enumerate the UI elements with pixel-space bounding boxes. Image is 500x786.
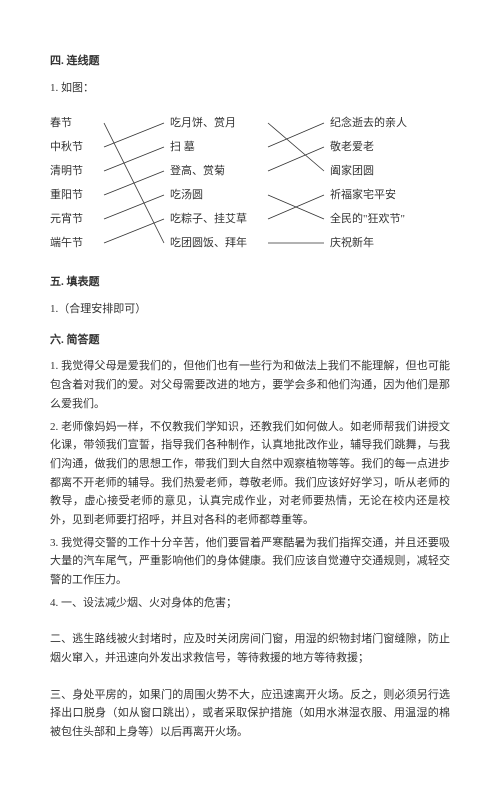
match-mid: 扫 墓	[170, 138, 290, 157]
matching-diagram: 春节 吃月饼、赏月 纪念逝去的亲人中秋节 扫 墓 敬老爱老清明节 登高、赏菊 阖家团圆重阳节…	[50, 111, 450, 255]
answer-paragraph: 3. 我觉得交警的工作十分辛苦，他们要冒着严寒酷暑为我们指挥交通，并且还要吸大量…	[50, 534, 450, 590]
match-mid: 吃汤圆	[170, 186, 290, 205]
match-row: 春节 吃月饼、赏月 纪念逝去的亲人	[50, 111, 450, 135]
answer-paragraph: 2. 老师像妈妈一样，不仅教我们学知识，还教我们如何做人。如老师帮我们讲授文化课…	[50, 418, 450, 530]
answer-paragraph: 1. 我觉得父母是爱我们的，但他们也有一些行为和做法上我们不能理解，但也可能包含…	[50, 357, 450, 413]
match-mid: 吃团圆饭、拜年	[170, 234, 290, 253]
match-left: 中秋节	[50, 138, 110, 157]
match-mid: 吃月饼、赏月	[170, 114, 290, 133]
match-left: 春节	[50, 114, 110, 133]
match-right: 阖家团圆	[330, 162, 450, 181]
section-6-title: 六. 简答题	[50, 331, 450, 350]
match-row: 中秋节 扫 墓 敬老爱老	[50, 135, 450, 159]
match-right: 祈福家宅平安	[330, 186, 450, 205]
match-left: 重阳节	[50, 186, 110, 205]
match-row: 端午节 吃团圆饭、拜年 庆祝新年	[50, 231, 450, 255]
section-4-title: 四. 连线题	[50, 52, 450, 71]
match-mid: 登高、赏菊	[170, 162, 290, 181]
match-left: 端午节	[50, 234, 110, 253]
match-row: 重阳节 吃汤圆 祈福家宅平安	[50, 183, 450, 207]
answer-paragraph: 三、身处平房的，如果门的周围火势不大，应迅速离开火场。反之，则必须另行选择出口脱…	[50, 686, 450, 742]
match-right: 纪念逝去的亲人	[330, 114, 450, 133]
answer-paragraph: 二、逃生路线被火封堵时，应及时关闭房间门窗，用湿的织物封堵门窗缝隙，防止烟火窜入…	[50, 630, 450, 667]
section-5-item: 1.（合理安排即可）	[50, 300, 450, 319]
match-row: 清明节 登高、赏菊 阖家团圆	[50, 159, 450, 183]
answer-paragraph: 4. 一、设法减少烟、火对身体的危害；	[50, 594, 450, 613]
match-right: 庆祝新年	[330, 234, 450, 253]
match-right: 全民的"狂欢节"	[330, 210, 450, 229]
section-4-item: 1. 如图：	[50, 79, 450, 98]
match-left: 元宵节	[50, 210, 110, 229]
match-row: 元宵节 吃粽子、挂艾草 全民的"狂欢节"	[50, 207, 450, 231]
match-left: 清明节	[50, 162, 110, 181]
match-right: 敬老爱老	[330, 138, 450, 157]
section-5-title: 五. 填表题	[50, 273, 450, 292]
match-mid: 吃粽子、挂艾草	[170, 210, 290, 229]
